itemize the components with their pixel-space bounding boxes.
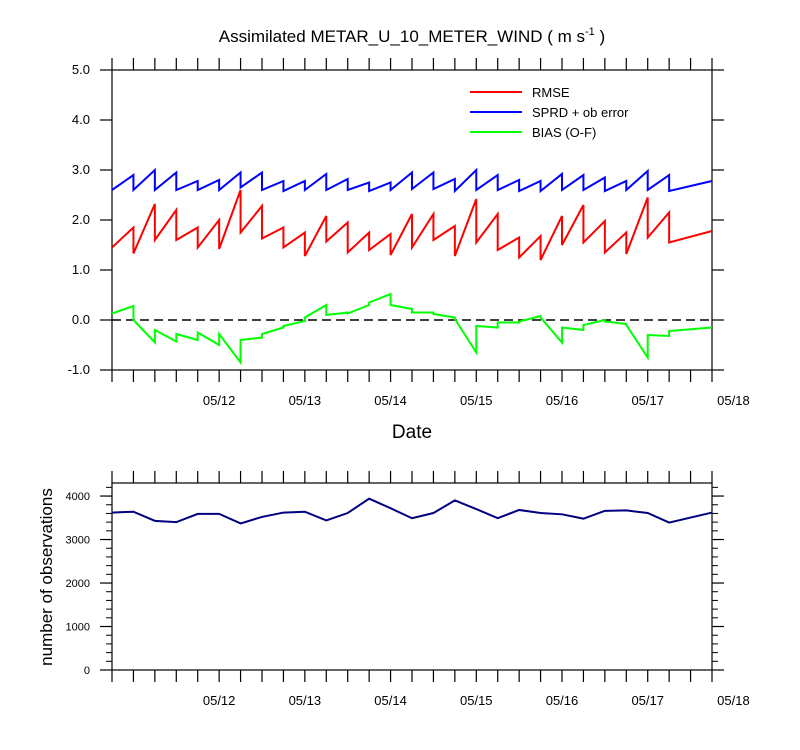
chart-title: Assimilated METAR_U_10_METER_WIND ( m s-… <box>219 26 605 46</box>
x-tick-label: 05/16 <box>546 393 579 408</box>
legend: RMSE SPRD + ob error BIAS (O-F) <box>470 85 629 140</box>
legend-label: SPRD + ob error <box>532 105 629 120</box>
y-tick-label: 1000 <box>66 622 90 634</box>
x-tick-label: 05/12 <box>203 693 236 708</box>
y-tick-label: 3000 <box>66 535 90 547</box>
x-tick-label: 05/17 <box>631 693 664 708</box>
x-tick-label: 05/14 <box>374 693 407 708</box>
series-line-bias-o-f <box>111 292 713 366</box>
title-text: Assimilated METAR_U_10_METER_WIND <box>219 27 547 46</box>
y-tick-label: -1.0 <box>68 362 90 377</box>
series-line <box>111 497 713 525</box>
x-tick-label: 05/18 <box>717 693 750 708</box>
x-tick-label: 05/13 <box>289 393 322 408</box>
x-tick-label: 05/15 <box>460 693 493 708</box>
x-tick-label: 05/18 <box>717 393 750 408</box>
x-axis-label: Date <box>392 422 432 443</box>
x-tick-label: 05/16 <box>546 693 579 708</box>
title-units-close: ) <box>595 27 605 46</box>
y-axis-label: number of observations <box>37 488 56 666</box>
y-tick-label: 0 <box>84 665 90 677</box>
x-tick-label: 05/14 <box>374 393 407 408</box>
title-units: ( m s <box>547 27 585 46</box>
y-tick-label: 0.0 <box>72 312 90 327</box>
x-tick-label: 05/12 <box>203 393 236 408</box>
title-units-exponent: -1 <box>585 26 595 38</box>
legend-label: RMSE <box>532 85 570 100</box>
y-tick-label: 5.0 <box>72 62 90 77</box>
bottom-panel: 05/12 05/13 05/14 05/15 05/16 05/17 05/18 0 1000… <box>37 471 750 708</box>
y-tick-label: 4000 <box>66 491 90 503</box>
y-tick-label: 2.0 <box>72 212 90 227</box>
x-tick-label: 05/13 <box>289 693 322 708</box>
x-tick-label: 05/15 <box>460 393 493 408</box>
legend-label: BIAS (O-F) <box>532 125 596 140</box>
y-tick-label: 1.0 <box>72 262 90 277</box>
series-line-rmse <box>111 189 713 261</box>
y-tick-label: 4.0 <box>72 112 90 127</box>
y-tick-label: 3.0 <box>72 162 90 177</box>
top-panel: 05/12 05/13 05/14 05/15 05/16 05/17 05/18 -1.0 0… <box>68 26 750 443</box>
series-line-sprd-ob-error <box>111 167 713 194</box>
y-tick-label: 2000 <box>66 578 90 590</box>
x-tick-label: 05/17 <box>631 393 664 408</box>
